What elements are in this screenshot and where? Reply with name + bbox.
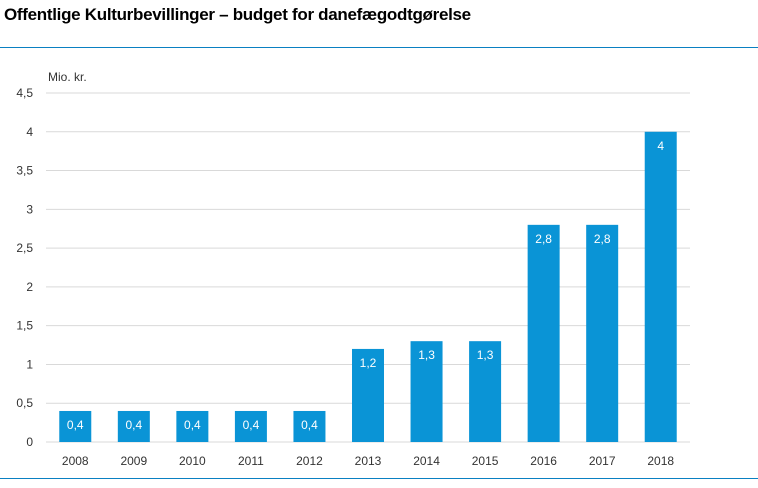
y-axis-unit-label: Mio. kr.	[48, 70, 87, 84]
x-tick-label: 2016	[530, 454, 557, 468]
x-tick-label: 2011	[238, 454, 264, 468]
data-label-2018: 4	[657, 139, 664, 153]
data-label-2010: 0,4	[184, 418, 201, 432]
x-tick-label: 2015	[472, 454, 499, 468]
bar-2015	[469, 341, 502, 442]
bar-2014	[410, 341, 443, 442]
bar-2009	[117, 410, 150, 442]
y-tick-label: 0,5	[16, 396, 33, 410]
data-label-2009: 0,4	[125, 418, 142, 432]
x-tick-label: 2013	[355, 454, 382, 468]
y-tick-label: 2,5	[16, 241, 33, 255]
data-label-2011: 0,4	[243, 418, 260, 432]
y-tick-label: 1,5	[16, 319, 33, 333]
bar-2012	[293, 410, 326, 442]
y-tick-label: 4,5	[16, 86, 33, 100]
x-tick-label: 2010	[179, 454, 206, 468]
x-axis-ticks: 2008 2009 2010 2011 2012 2013 2014 2015 2016 2017…	[62, 454, 674, 468]
data-label-2017: 2,8	[594, 232, 611, 246]
bar-2010	[176, 410, 209, 442]
y-tick-label: 0	[26, 435, 33, 449]
title-divider	[0, 47, 758, 48]
y-tick-label: 3	[26, 202, 33, 216]
bars	[59, 131, 677, 442]
data-label-2016: 2,8	[535, 232, 552, 246]
bar-2013	[352, 348, 384, 442]
x-tick-label: 2009	[120, 454, 147, 468]
x-tick-label: 2017	[589, 454, 616, 468]
x-tick-label: 2014	[413, 454, 440, 468]
bar-2018	[644, 131, 677, 442]
bar-2017	[586, 224, 619, 442]
bar-2008	[59, 410, 92, 442]
chart-title: Offentlige Kulturbevillinger – budget fo…	[4, 5, 471, 24]
x-tick-label: 2018	[647, 454, 674, 468]
data-label-2015: 1,3	[477, 348, 494, 362]
data-label-2008: 0,4	[67, 418, 84, 432]
y-axis-ticks: 0 0,5 1 1,5 2 2,5 3 3,5 4 4,5	[16, 86, 33, 449]
bar-2016	[527, 224, 560, 442]
x-tick-label: 2008	[62, 454, 89, 468]
data-label-2013: 1,2	[360, 356, 377, 370]
bar-2011	[234, 410, 267, 442]
data-labels: 0,4 0,4 0,4 0,4 0,4 1,2 1,3 1,3 2,8 2,8 4	[67, 139, 664, 432]
y-tick-label: 3,5	[16, 164, 33, 178]
y-tick-label: 2	[26, 280, 33, 294]
footer-divider	[0, 478, 758, 479]
x-tick-label: 2012	[296, 454, 323, 468]
y-tick-label: 1	[26, 357, 33, 371]
y-tick-label: 4	[26, 125, 33, 139]
data-label-2012: 0,4	[301, 418, 318, 432]
data-label-2014: 1,3	[418, 348, 435, 362]
